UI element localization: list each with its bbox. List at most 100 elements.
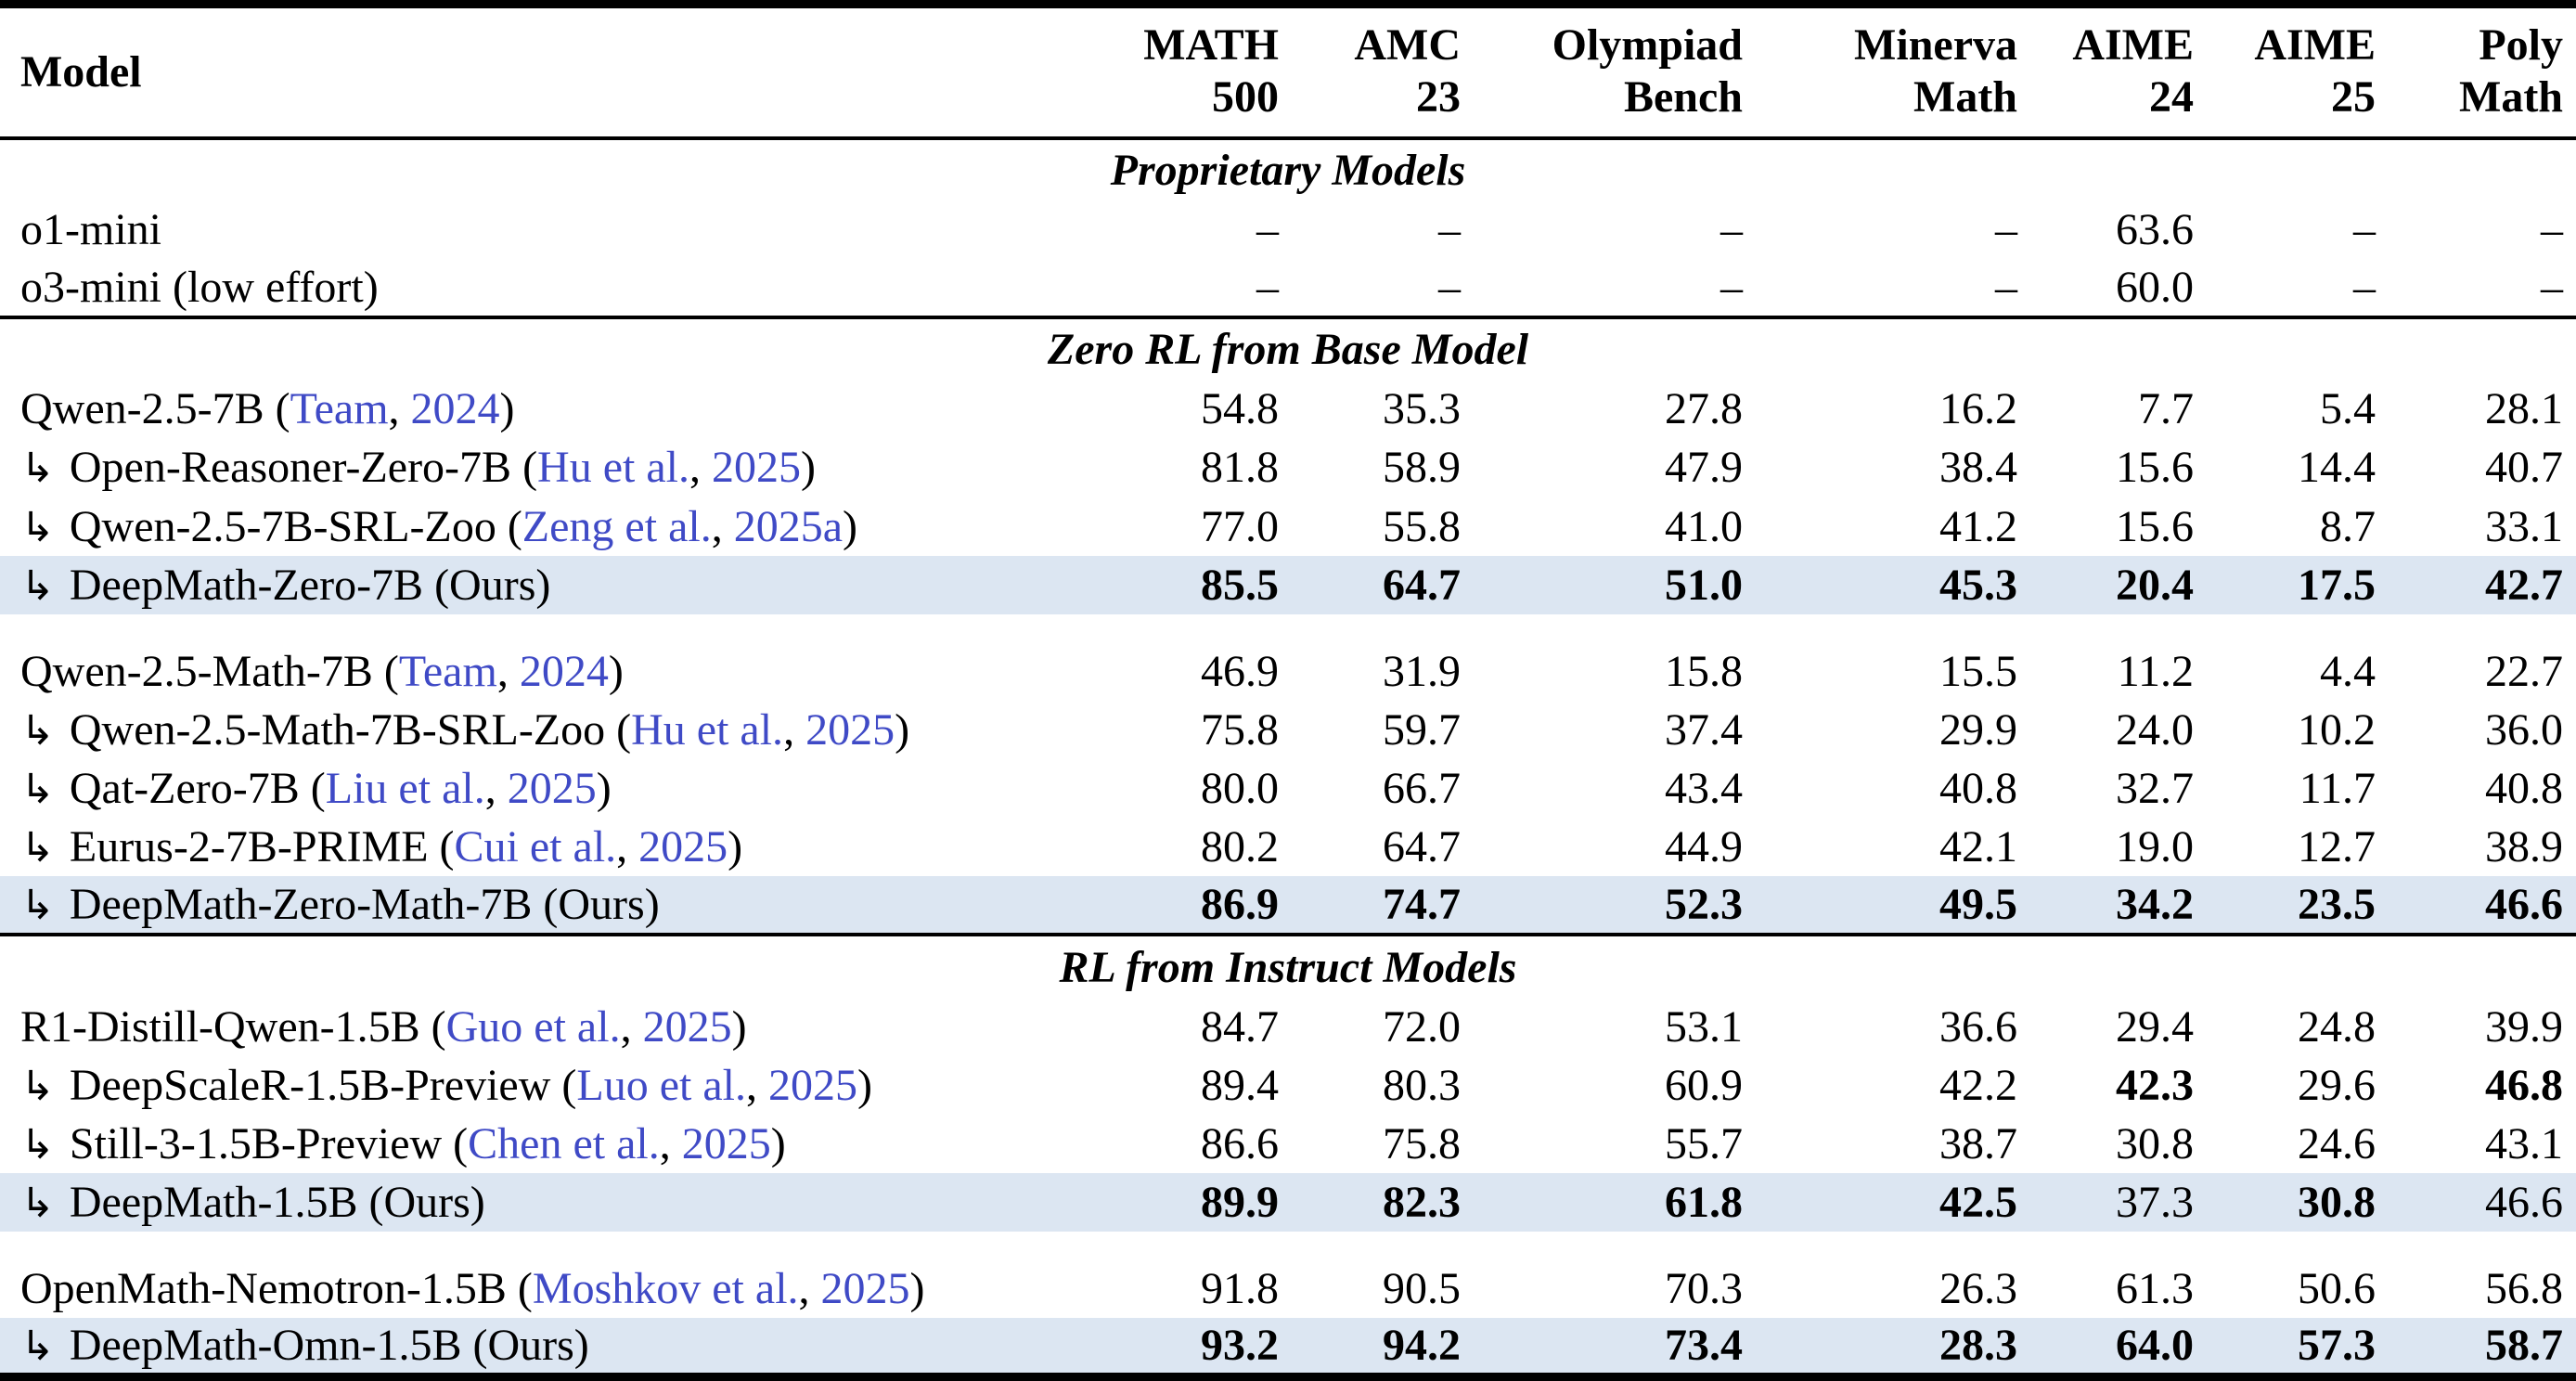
header-line: 24 — [2149, 72, 2194, 122]
model-name-cell: ↳ Still-3-1.5B-Preview (Chen et al., 2025… — [20, 1118, 786, 1168]
model-name: Qat-Zero-7B — [69, 764, 300, 814]
indent-arrow-icon: ↳ — [20, 1179, 55, 1227]
metric-value: 29.6 — [2298, 1060, 2376, 1110]
metric-value: 81.8 — [1201, 443, 1279, 493]
metric-value: 29.4 — [2116, 1001, 2194, 1052]
citation-author-link[interactable]: Team — [290, 384, 389, 434]
citation-author-link[interactable]: Cui et al. — [454, 822, 617, 872]
metric-value: 40.7 — [2485, 443, 2563, 493]
metric-value: 40.8 — [1939, 764, 2017, 814]
citation-year-link[interactable]: 2025 — [805, 705, 895, 755]
header-row: Model MATH 500 AMC 23 Olympiad Bench Minerva Mat… — [0, 0, 2576, 140]
metric-value: – — [2541, 205, 2563, 255]
metric-value: 55.8 — [1383, 501, 1461, 551]
metric-value: 47.9 — [1665, 443, 1743, 493]
citation-author-link[interactable]: Zeng et al. — [522, 501, 712, 551]
header-line: AMC — [1354, 20, 1461, 70]
metric-value: 46.6 — [2389, 876, 2576, 936]
model-name-cell: o3-mini (low effort) — [0, 259, 1067, 317]
metric-value: 19.0 — [2116, 822, 2194, 872]
metric-value: 28.3 — [1756, 1318, 2030, 1381]
group-spacer-row — [0, 1232, 2576, 1260]
metric-value: 75.8 — [1383, 1118, 1461, 1168]
metric-value: 16.2 — [1939, 384, 2017, 434]
metric-value: 31.9 — [1383, 647, 1461, 697]
ours-label: (Ours) — [472, 1321, 589, 1371]
metric-value: 39.9 — [2485, 1001, 2563, 1052]
metric-value: 75.8 — [1201, 705, 1279, 755]
metric-value: – — [1995, 263, 2017, 313]
metric-value: 28.1 — [2485, 384, 2563, 434]
ours-label: (Ours) — [368, 1177, 485, 1227]
header-line: AIME — [2254, 20, 2376, 70]
citation-year-link[interactable]: 2025 — [507, 764, 597, 814]
header-line: 23 — [1416, 72, 1461, 122]
column-header-math-500: MATH 500 — [1067, 0, 1292, 140]
metric-value: 89.4 — [1201, 1060, 1279, 1110]
metric-value: 91.8 — [1201, 1264, 1279, 1314]
column-header-poly-math: Poly Math — [2389, 0, 2576, 140]
citation-author-link[interactable]: Liu et al. — [325, 764, 485, 814]
table-row: Qwen-2.5-Math-7B (Team, 2024) 46.9 31.9 15.… — [0, 642, 2576, 701]
citation-author-link[interactable]: Luo et al. — [576, 1060, 746, 1110]
citation-year-link[interactable]: 2025 — [642, 1001, 732, 1052]
table-row: ↳ DeepMath-Zero-Math-7B (Ours) 86.9 74.7 52.… — [0, 876, 2576, 936]
metric-value: 17.5 — [2207, 555, 2389, 614]
metric-value: 56.8 — [2485, 1264, 2563, 1314]
table-row: ↳ Qwen-2.5-7B-SRL-Zoo (Zeng et al., 2025a… — [0, 497, 2576, 556]
metric-value: 82.3 — [1292, 1172, 1474, 1232]
metric-value: 46.6 — [2389, 1172, 2576, 1232]
table-row: OpenMath-Nemotron-1.5B (Moshkov et al., … — [0, 1259, 2576, 1318]
citation-year-link[interactable]: 2025 — [712, 443, 801, 493]
metric-value: 42.2 — [1939, 1060, 2017, 1110]
table-body: Proprietary Models o1-mini – – – –63.6– – o3-mi… — [0, 138, 2576, 1381]
metric-value: – — [2353, 263, 2376, 313]
metric-value: 64.0 — [2030, 1318, 2207, 1381]
citation-year-link[interactable]: 2025 — [638, 822, 728, 872]
column-header-model: Model — [0, 0, 1067, 140]
citation-author-link[interactable]: Guo et al. — [445, 1001, 621, 1052]
metric-value: 8.7 — [2320, 501, 2376, 551]
model-name-cell: ↳ Qat-Zero-7B (Liu et al., 2025) — [20, 764, 612, 814]
model-name-cell: OpenMath-Nemotron-1.5B (Moshkov et al., … — [20, 1264, 925, 1314]
header-line: AIME — [2072, 20, 2194, 70]
citation-author-link[interactable]: Hu et al. — [537, 443, 689, 493]
ours-label: (Ours) — [434, 560, 551, 610]
metric-value: 24.8 — [2298, 1001, 2376, 1052]
citation-year-link[interactable]: 2025 — [681, 1118, 771, 1168]
model-name: o3-mini (low effort) — [20, 263, 379, 313]
metric-value: 5.4 — [2320, 384, 2376, 434]
metric-value: 41.0 — [1665, 501, 1743, 551]
indent-arrow-icon: ↳ — [20, 1120, 55, 1168]
citation-year-link[interactable]: 2024 — [410, 384, 500, 434]
citation-author-link[interactable]: Moshkov et al. — [532, 1264, 799, 1314]
model-name: Qwen-2.5-Math-7B-SRL-Zoo — [69, 705, 606, 755]
metric-value: 41.2 — [1939, 501, 2017, 551]
model-name-cell: ↳ DeepMath-Zero-Math-7B (Ours) — [0, 876, 1067, 936]
metric-value: 37.4 — [1665, 705, 1743, 755]
indent-arrow-icon: ↳ — [20, 1062, 55, 1110]
section-header-row: Zero RL from Base Model — [0, 316, 2576, 381]
table-row: o3-mini (low effort) – – – – 60.0 – – — [0, 259, 2576, 317]
citation-year-link[interactable]: 2025 — [767, 1060, 857, 1110]
model-name-cell: ↳ DeepMath-1.5B (Ours) — [0, 1172, 1067, 1232]
citation-year-link[interactable]: 2025 — [820, 1264, 910, 1314]
metric-value: 30.8 — [2116, 1118, 2194, 1168]
metric-value: 35.3 — [1383, 384, 1461, 434]
metric-value: 55.7 — [1665, 1118, 1743, 1168]
table-header: Model MATH 500 AMC 23 Olympiad Bench Minerva Mat… — [0, 0, 2576, 140]
indent-arrow-icon: ↳ — [20, 503, 55, 551]
citation-year-link[interactable]: 2024 — [519, 647, 609, 697]
metric-value: 32.7 — [2116, 764, 2194, 814]
indent-arrow-icon: ↳ — [20, 1323, 55, 1371]
table-row: ↳ Qwen-2.5-Math-7B-SRL-Zoo (Hu et al., 20… — [0, 701, 2576, 759]
metric-value: 60.9 — [1665, 1060, 1743, 1110]
citation-author-link[interactable]: Team — [398, 647, 497, 697]
citation-year-link[interactable]: 2025a — [733, 501, 844, 551]
citation-author-link[interactable]: Chen et al. — [468, 1118, 660, 1168]
metric-value: 73.4 — [1474, 1318, 1756, 1381]
citation-author-link[interactable]: Hu et al. — [631, 705, 784, 755]
model-name: DeepMath-1.5B — [69, 1177, 358, 1227]
